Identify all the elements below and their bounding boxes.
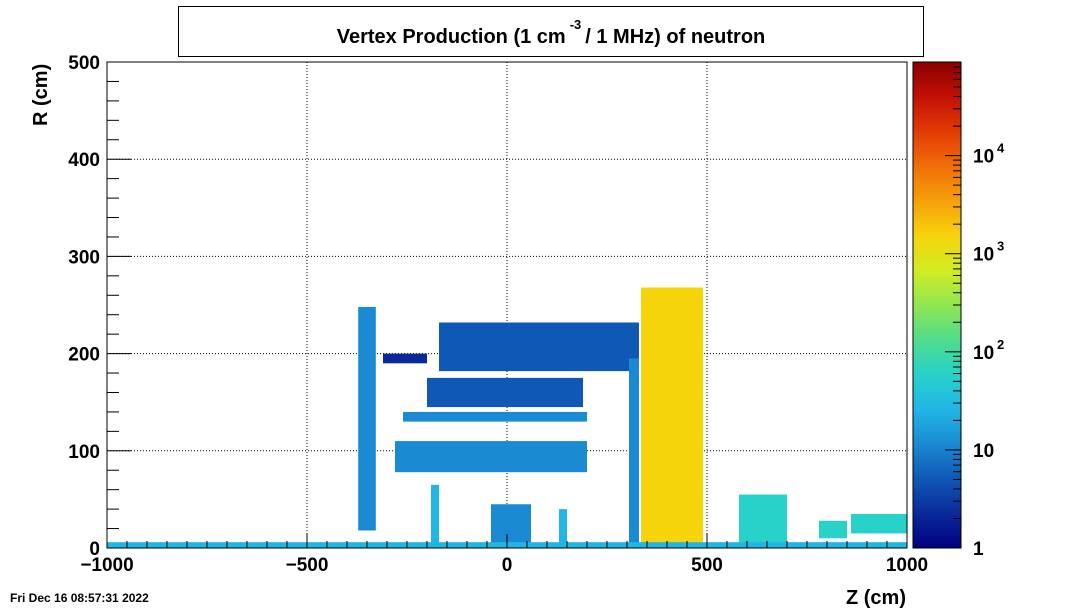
- region-dome-structure: [395, 441, 587, 473]
- colorbar-label-exp-4: 4: [997, 141, 1005, 156]
- title-superscript: -3: [569, 17, 582, 32]
- colorbar-label-1: 10: [973, 441, 994, 462]
- y-tick-label-2: 200: [68, 345, 100, 366]
- x-tick-label-4: 1000: [886, 555, 928, 576]
- region-funnel-region: [491, 504, 531, 548]
- axis-ticks: [106, 61, 908, 549]
- chart-title: Vertex Production (1 cm-3/ 1 MHz) of neu…: [336, 17, 766, 49]
- region-upper-outer-box: [427, 377, 583, 408]
- region-forward-block-1: [739, 494, 787, 547]
- colorbar-label-2: 10: [973, 343, 994, 364]
- region-inner-calorimeter-left: [431, 484, 439, 544]
- colorbar-ticks: [945, 61, 961, 549]
- region-vertical-strip-right: [629, 358, 639, 544]
- x-axis-title: Z (cm): [846, 587, 906, 609]
- x-tick-label-0: −1000: [80, 555, 133, 576]
- region-forward-block-3: [851, 513, 907, 534]
- axis-tick-labels: −1000 −500 0 500 1000 0 100 200 300 400 500: [68, 53, 928, 576]
- region-upper-sloped-shield: [439, 322, 639, 372]
- colorbar-label-exp-3: 3: [997, 239, 1004, 254]
- title-box: Vertex Production (1 cm-3/ 1 MHz) of neu…: [178, 6, 924, 57]
- region-middle-slab: [403, 411, 587, 422]
- timestamp-footer: Fri Dec 16 08:57:31 2022: [10, 591, 149, 605]
- y-tick-label-5: 500: [68, 53, 100, 74]
- y-tick-label-3: 300: [68, 247, 100, 268]
- title-prefix: Vertex Production (1 cm: [336, 26, 566, 48]
- x-tick-label-1: −500: [286, 555, 329, 576]
- colorbar-label-0: 1: [973, 539, 984, 560]
- colorbar-label-exp-2: 2: [997, 337, 1004, 352]
- colorbar-label-3: 10: [973, 245, 994, 266]
- region-coil-housing-upper-left: [383, 353, 427, 364]
- y-tick-label-0: 0: [89, 539, 100, 560]
- y-tick-label-4: 400: [68, 150, 100, 171]
- title-suffix: / 1 MHz) of neutron: [585, 26, 766, 48]
- region-inner-calorimeter-right: [559, 509, 567, 544]
- x-tick-label-3: 500: [691, 555, 723, 576]
- region-forward-block-2: [819, 520, 847, 539]
- x-tick-label-2: 0: [502, 555, 513, 576]
- y-axis-title: R (cm): [30, 64, 52, 126]
- colorbar-label-4: 10: [973, 147, 994, 168]
- region-endcap-wall-left: [358, 306, 376, 531]
- region-main-hot-column: [641, 287, 703, 548]
- y-tick-label-1: 100: [68, 442, 100, 463]
